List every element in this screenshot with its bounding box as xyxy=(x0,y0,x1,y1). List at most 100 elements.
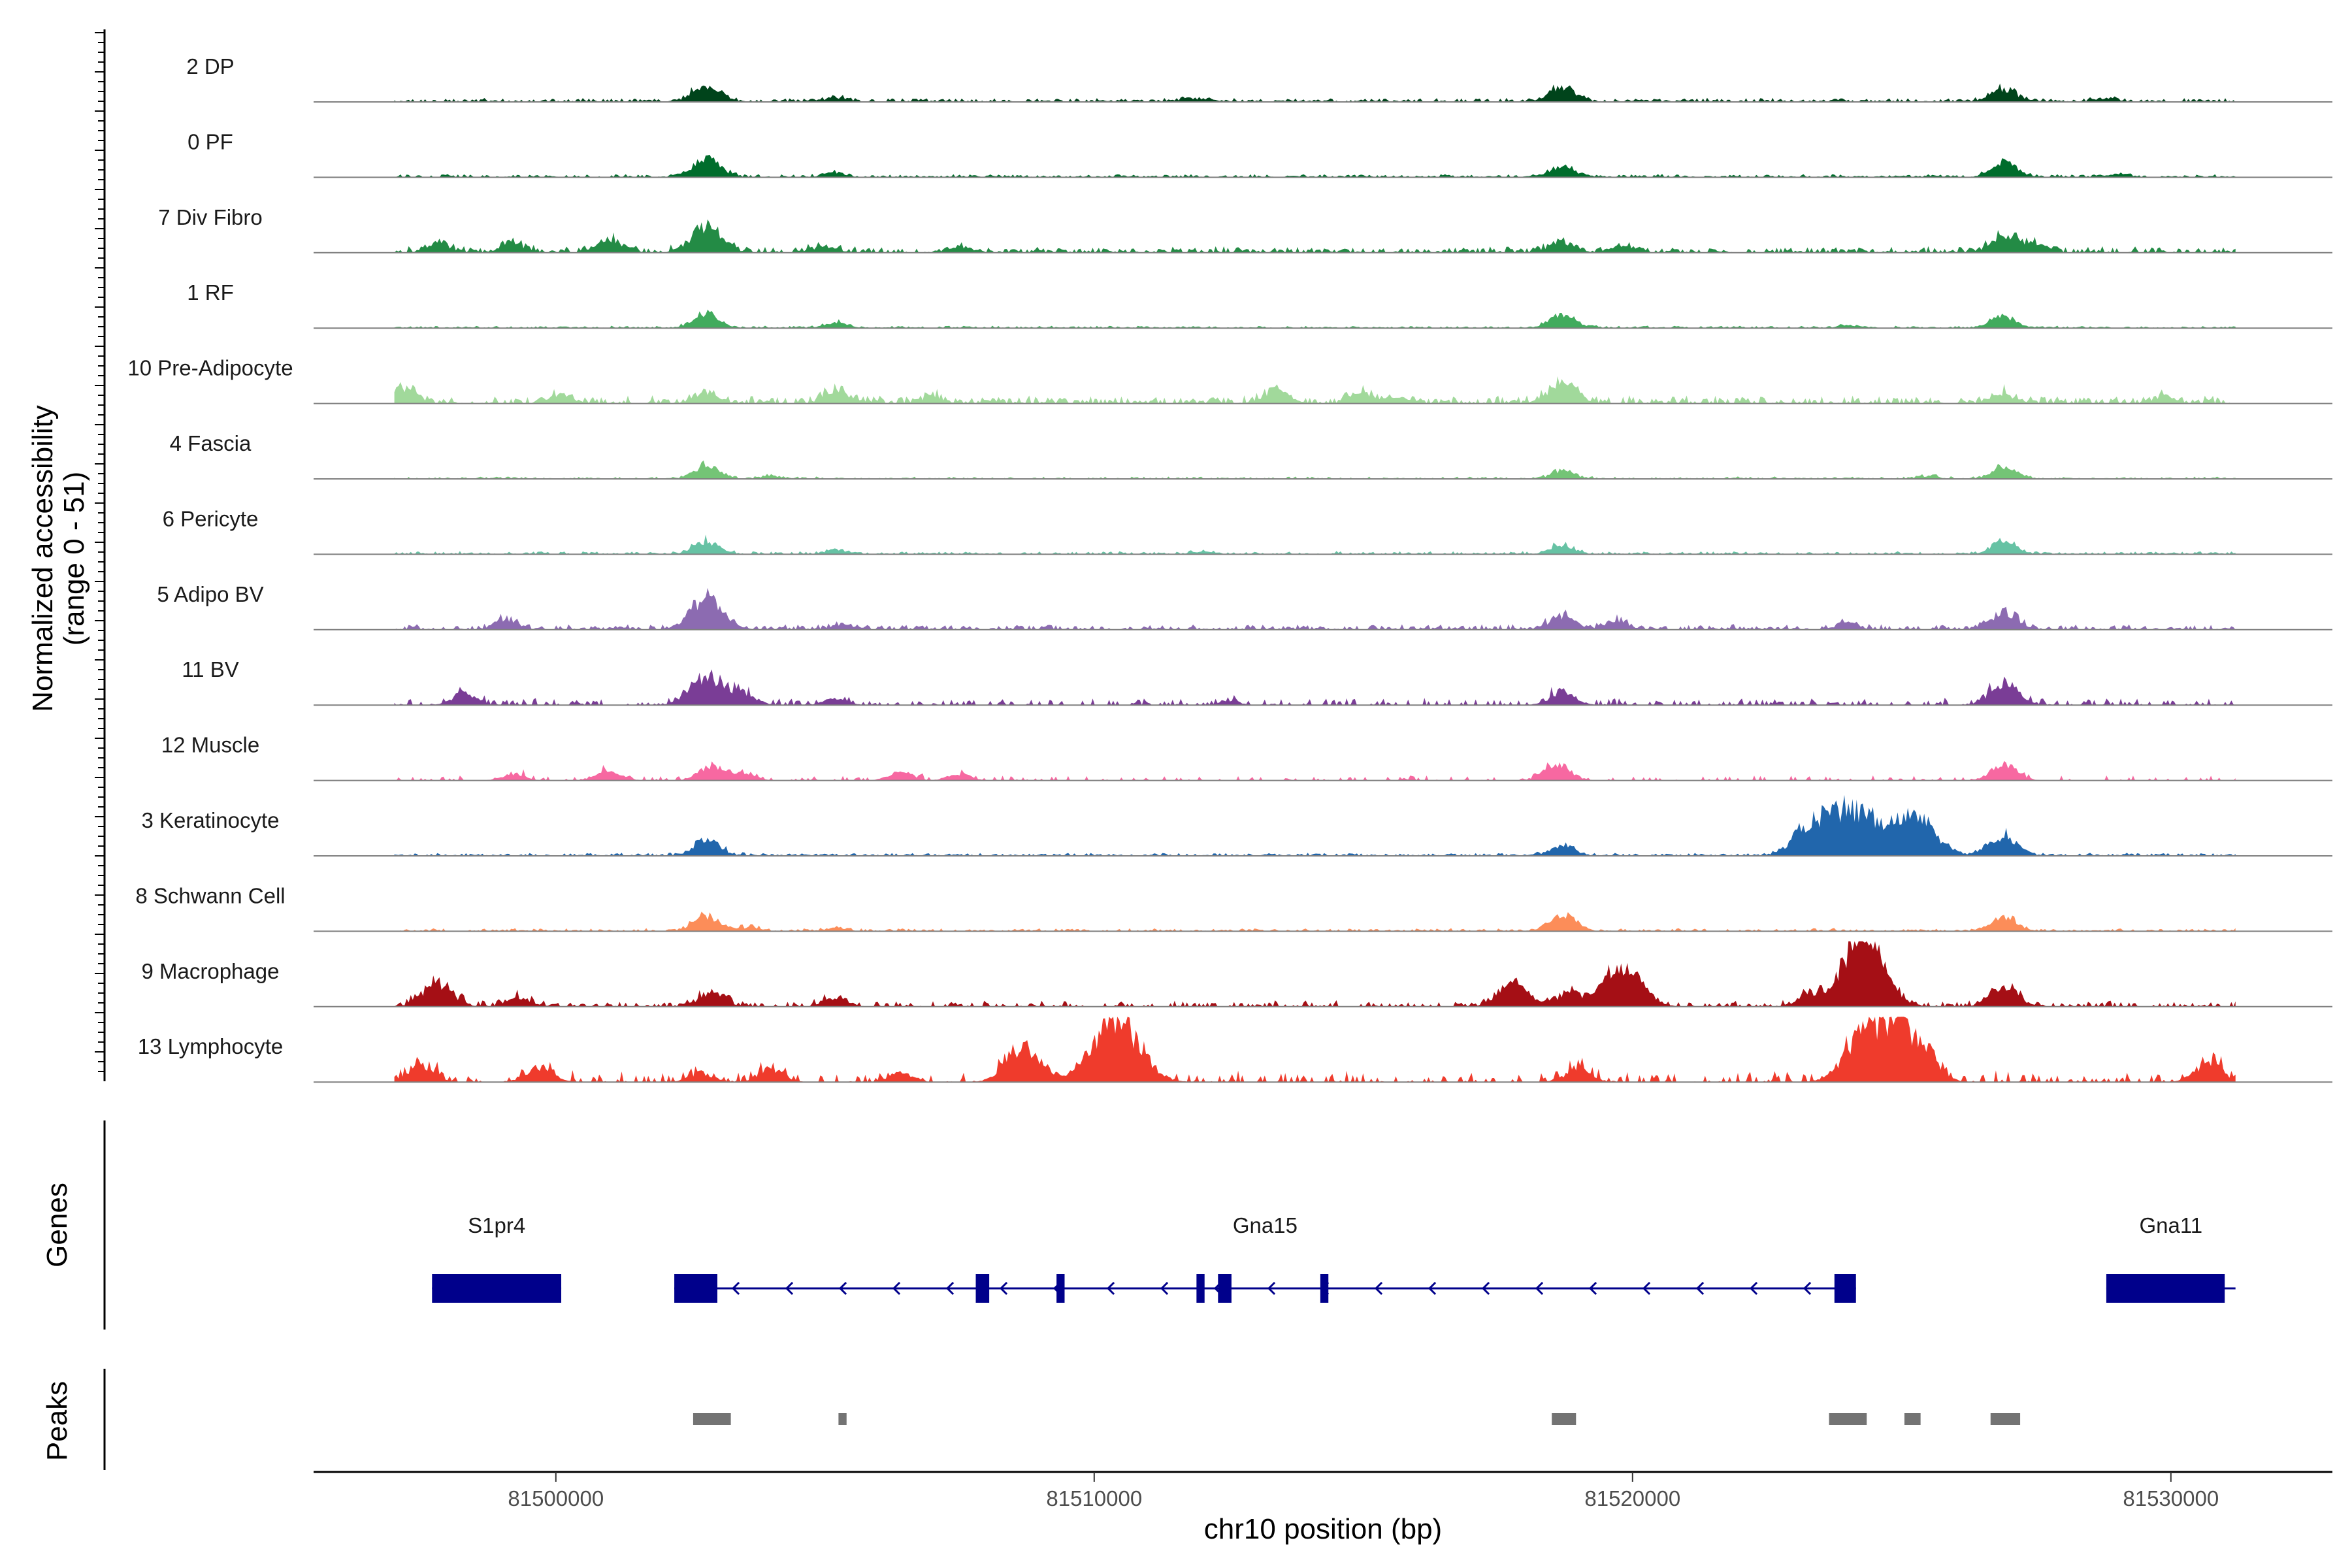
strand-arrow xyxy=(1106,1281,1115,1296)
strand-arrow xyxy=(1642,1281,1651,1296)
x-axis: 81500000 81510000 81520000 81530000 chr10 p… xyxy=(314,1471,2332,1545)
coverage-area xyxy=(394,534,2236,555)
track-label: 1 RF xyxy=(187,280,234,304)
coverage-area xyxy=(394,669,2236,706)
gene-name-label: Gna15 xyxy=(1233,1213,1298,1237)
strand-arrow xyxy=(945,1281,955,1296)
track-7-div-fibro: 7 Div Fibro xyxy=(158,205,2332,253)
track-label: 7 Div Fibro xyxy=(158,205,263,229)
track-2-dp: 2 DP xyxy=(186,54,2332,103)
track-label: 0 PF xyxy=(188,129,233,154)
strand-arrow xyxy=(838,1281,847,1296)
track-label: 2 DP xyxy=(186,54,234,78)
coverage-area xyxy=(394,154,2236,178)
strand-arrow xyxy=(892,1281,901,1296)
gene-gna11: Gna11 xyxy=(2106,1213,2236,1303)
strand-arrow xyxy=(1428,1281,1437,1296)
peak-region xyxy=(838,1413,847,1425)
peak-region xyxy=(1904,1413,1921,1425)
track-10-pre-adipocyte: 10 Pre-Adipocyte xyxy=(127,356,2332,404)
track-label: 4 Fascia xyxy=(170,431,252,455)
strand-arrow xyxy=(1374,1281,1383,1296)
exon xyxy=(1056,1274,1065,1303)
exon xyxy=(432,1274,562,1303)
strand-arrow xyxy=(1749,1281,1758,1296)
exon xyxy=(2106,1274,2225,1303)
coverage-area xyxy=(394,376,2236,404)
strand-arrow xyxy=(785,1281,794,1296)
coverage-area xyxy=(394,219,2236,253)
track-6-pericyte: 6 Pericyte xyxy=(163,506,2332,555)
track-0-pf: 0 PF xyxy=(188,129,2332,178)
track-label: 5 Adipo BV xyxy=(157,582,263,606)
track-8-schwann-cell: 8 Schwann Cell xyxy=(135,883,2332,932)
track-label: 9 Macrophage xyxy=(142,959,280,983)
track-label: 3 Keratinocyte xyxy=(142,808,280,832)
strand-arrow xyxy=(999,1281,1008,1296)
track-11-bv: 11 BV xyxy=(182,657,2332,706)
strand-arrow xyxy=(1695,1281,1705,1296)
coverage-area xyxy=(394,587,2236,630)
x-axis-ticks: 81500000 81510000 81520000 81530000 xyxy=(508,1472,2219,1511)
strand-arrow xyxy=(1535,1281,1544,1296)
exon xyxy=(1320,1274,1329,1303)
x-tick-label: 81530000 xyxy=(2123,1486,2219,1511)
peak-region xyxy=(1829,1413,1867,1425)
exon xyxy=(1218,1274,1232,1303)
strand-arrow xyxy=(731,1281,740,1296)
x-tick-label: 81510000 xyxy=(1046,1486,1142,1511)
track-5-adipo-bv: 5 Adipo BV xyxy=(157,582,2332,630)
track-label: 12 Muscle xyxy=(161,733,259,757)
x-tick-label: 81500000 xyxy=(508,1486,604,1511)
peak-regions xyxy=(693,1413,2021,1425)
exon xyxy=(1834,1274,1856,1303)
coverage-area xyxy=(394,83,2236,102)
strand-arrow xyxy=(1481,1281,1490,1296)
strand-arrow xyxy=(1803,1281,1812,1296)
coverage-area xyxy=(394,309,2236,329)
coverage-area xyxy=(394,794,2236,856)
track-12-muscle: 12 Muscle xyxy=(161,733,2332,781)
exon xyxy=(975,1274,990,1303)
track-label: 13 Lymphocyte xyxy=(138,1034,284,1058)
track-label: 11 BV xyxy=(182,657,238,681)
coverage-area xyxy=(394,1017,2236,1083)
gene-models: S1pr4 Gna15 Gna11 xyxy=(432,1213,2236,1303)
gene-name-label: Gna11 xyxy=(2139,1213,2202,1237)
exon xyxy=(1196,1274,1205,1303)
coverage-area xyxy=(394,911,2236,932)
track-9-macrophage: 9 Macrophage xyxy=(142,941,2332,1007)
coverage-area xyxy=(394,760,2236,781)
strand-arrow xyxy=(1160,1281,1169,1296)
peaks-panel: Peaks xyxy=(41,1369,2021,1470)
track-4-fascia: 4 Fascia xyxy=(170,431,2332,480)
gene-gna15: Gna15 xyxy=(674,1213,1856,1303)
peak-region xyxy=(693,1413,731,1425)
track-1-rf: 1 RF xyxy=(187,280,2332,329)
gene-s1pr4: S1pr4 xyxy=(432,1213,562,1303)
exon xyxy=(674,1274,717,1303)
track-label: 8 Schwann Cell xyxy=(135,883,285,907)
peak-region xyxy=(1552,1413,1576,1425)
x-tick-label: 81520000 xyxy=(1584,1486,1680,1511)
strand-arrow xyxy=(1588,1281,1597,1296)
track-label: 10 Pre-Adipocyte xyxy=(127,356,293,380)
gene-name-label: S1pr4 xyxy=(468,1213,525,1237)
track-label: 6 Pericyte xyxy=(163,506,259,531)
y-axis-ticks xyxy=(95,32,105,1072)
strand-arrow xyxy=(1267,1281,1276,1296)
peak-region xyxy=(1990,1413,2021,1425)
coverage-area xyxy=(394,941,2236,1007)
track-13-lymphocyte: 13 Lymphocyte xyxy=(138,1017,2332,1083)
accessibility-y-axis: Normalized accessibility (range 0 - 51) xyxy=(27,29,106,1081)
genes-panel: Genes S1pr4 Gna15 Gna11 xyxy=(41,1120,2236,1330)
x-axis-title: chr10 position (bp) xyxy=(1204,1513,1442,1545)
coverage-area xyxy=(394,460,2236,479)
y-axis-title-line2: (range 0 - 51) xyxy=(58,472,90,646)
genes-track-label: Genes xyxy=(41,1183,73,1267)
peaks-track-label: Peaks xyxy=(41,1381,73,1461)
coverage-tracks: 2 DP 0 PF 7 Div Fibro 1 RF 10 Pre-Adipocyte 4… xyxy=(127,54,2332,1083)
y-axis-title-line1: Normalized accessibility xyxy=(27,405,59,711)
track-3-keratinocyte: 3 Keratinocyte xyxy=(142,794,2332,857)
